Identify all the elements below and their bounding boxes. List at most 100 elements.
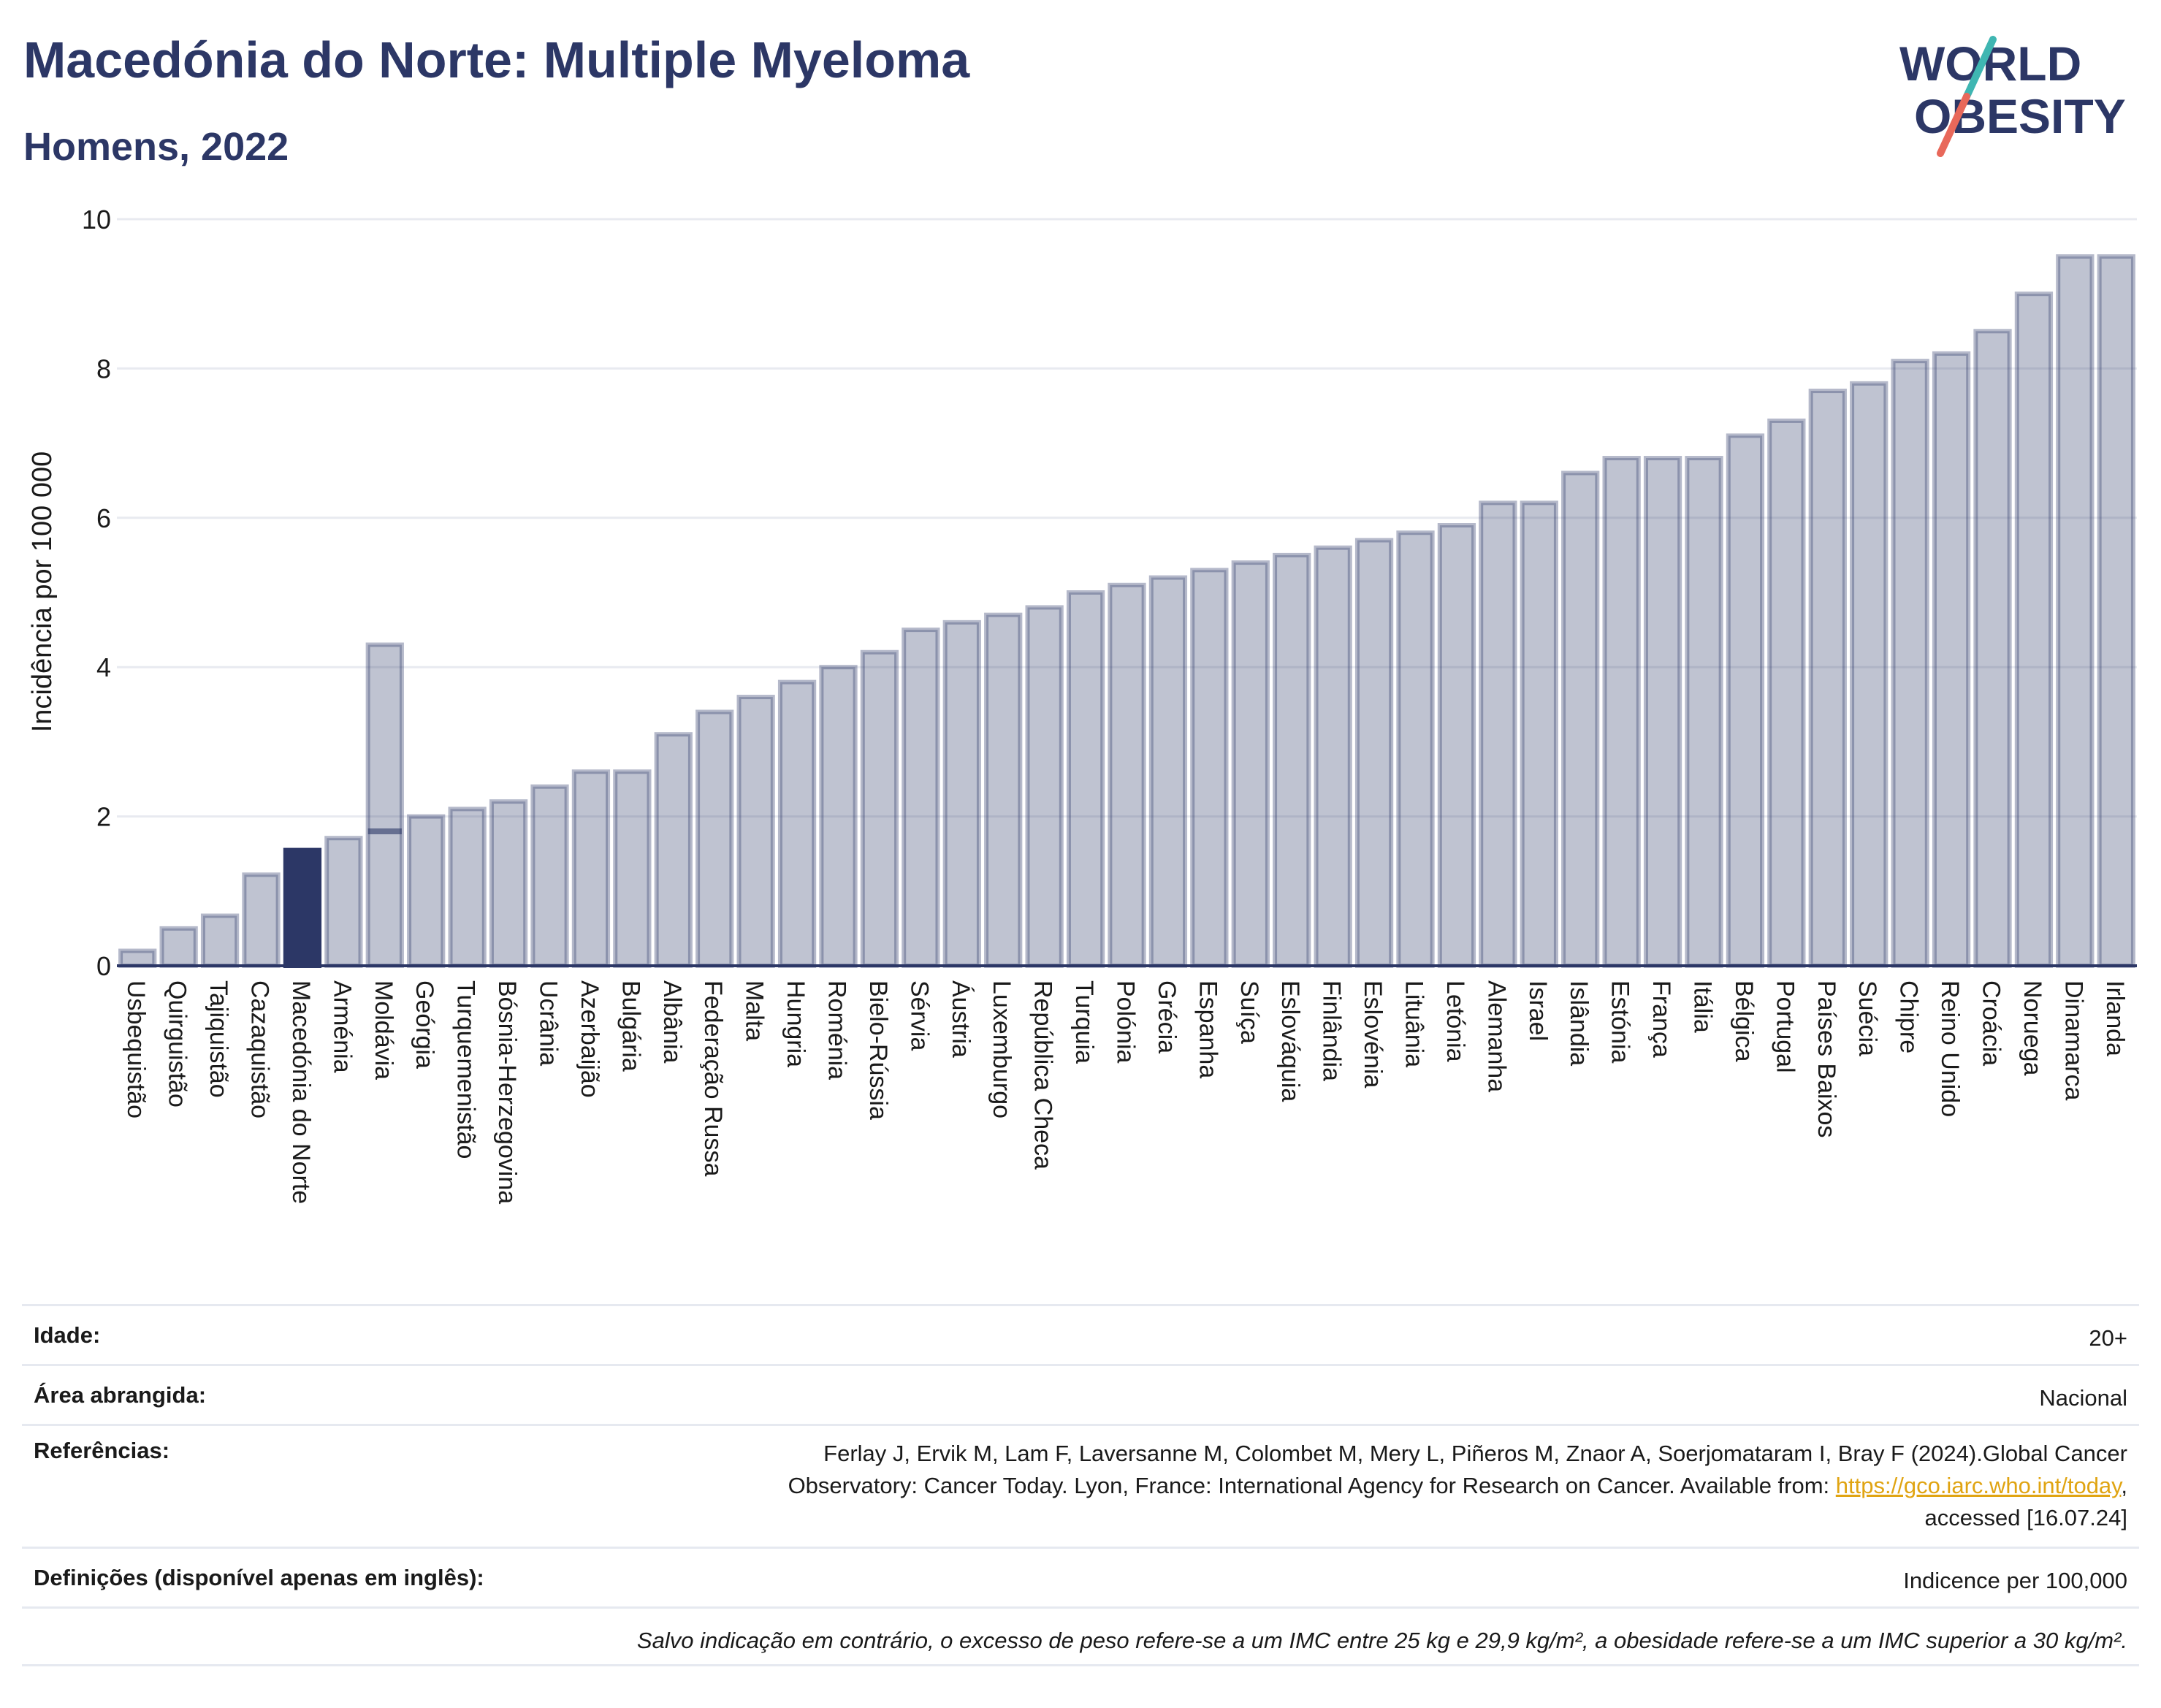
x-tick-label: Bélgica — [1730, 980, 1758, 1062]
x-tick-label: Noruega — [2019, 980, 2046, 1076]
y-tick-label: 4 — [96, 652, 111, 682]
bar — [613, 769, 652, 969]
bar — [695, 709, 734, 969]
bar — [942, 619, 981, 968]
x-tick-label: Albânia — [658, 980, 686, 1064]
x-tick-label: Croácia — [1978, 980, 2005, 1066]
x-tick-label: Irlanda — [2101, 980, 2129, 1056]
y-tick-label: 6 — [96, 503, 111, 533]
footnote: Salvo indicação em contrário, o excesso … — [636, 1628, 2127, 1653]
x-tick-label: Bulgária — [617, 980, 644, 1072]
x-tick-label: Federação Russa — [699, 980, 727, 1176]
y-tick-label: 10 — [82, 205, 111, 235]
bar — [1231, 560, 1270, 968]
x-tick-label: Cazaquistão — [246, 980, 274, 1118]
bars — [118, 254, 2135, 969]
bar — [2056, 254, 2095, 969]
bar — [2014, 291, 2054, 968]
x-tick-label: Islândia — [1565, 980, 1593, 1066]
x-tick-label: Lituânia — [1400, 980, 1428, 1067]
bar — [1561, 470, 1600, 968]
bar — [1602, 456, 1641, 968]
references-line-3: accessed [16.07.24] — [1924, 1505, 2127, 1530]
x-tick-label: Reino Unido — [1936, 980, 1964, 1117]
logo-slash-red — [1937, 93, 1970, 157]
x-tick-label: Malta — [741, 980, 769, 1041]
x-tick-label: Alemanha — [1482, 980, 1510, 1092]
x-tick-label: Usbequistão — [122, 980, 150, 1118]
bar — [530, 784, 569, 968]
references-label: Referências: — [34, 1438, 170, 1463]
x-tick-label: Bielo-Rússia — [864, 980, 892, 1120]
bar — [1190, 568, 1229, 968]
info-row-definitions: Definições (disponível apenas em inglês)… — [22, 1547, 2139, 1606]
bar — [1437, 523, 1476, 968]
x-tick-label: França — [1647, 980, 1675, 1058]
bar — [1726, 433, 1765, 968]
bar — [1066, 590, 1105, 968]
logo-slash-teal — [1963, 36, 1997, 100]
x-tick-label: Ucrânia — [535, 980, 563, 1066]
bar — [654, 732, 693, 968]
x-tick-label: Portugal — [1771, 980, 1799, 1073]
x-tick-label: Roménia — [823, 980, 851, 1080]
x-tick-label: Macedónia do Norte — [287, 980, 315, 1204]
y-tick-label: 0 — [96, 951, 111, 981]
references-link[interactable]: https://gco.iarc.who.int/today — [1835, 1473, 2122, 1498]
x-tick-label: Quirguistão — [164, 980, 191, 1107]
x-axis-tick-labels: Usbequistão Quirguistão Tajiquistão Cazaqui… — [122, 980, 2129, 1204]
x-tick-label: Hungria — [782, 980, 809, 1067]
x-tick-label: Eslovénia — [1359, 980, 1387, 1089]
info-table: Idade: 20+ Área abrangida: Nacional Refe… — [22, 1304, 2139, 1666]
bar — [324, 836, 363, 969]
x-tick-label: Eslováquia — [1276, 980, 1304, 1102]
references-line-2-end: , — [2121, 1473, 2127, 1498]
bar — [1808, 389, 1847, 968]
bar — [777, 679, 817, 968]
x-tick-label: Suécia — [1853, 980, 1881, 1056]
x-tick-label: Arménia — [328, 980, 356, 1073]
y-tick-label: 2 — [96, 802, 111, 832]
info-row-area: Área abrangida: Nacional — [22, 1364, 2139, 1424]
definitions-label: Definições (disponível apenas em inglês)… — [34, 1565, 484, 1590]
definitions-value: Indicence per 100,000 — [1903, 1568, 2127, 1593]
x-tick-label: Turquemenistão — [452, 980, 480, 1159]
x-tick-label: Turquia — [1070, 980, 1098, 1064]
bar — [1685, 456, 1723, 968]
bar — [819, 665, 858, 968]
info-row-references: Referências: Ferlay J, Ervik M, Lam F, L… — [22, 1424, 2139, 1547]
bar — [1025, 605, 1064, 968]
area-label: Área abrangida: — [34, 1382, 207, 1408]
y-tick-label: 8 — [96, 354, 111, 384]
bar — [1643, 456, 1682, 968]
bar — [1148, 575, 1188, 968]
bar — [200, 913, 240, 968]
y-axis-label: Incidência por 100 000 — [27, 451, 58, 733]
bar — [118, 948, 157, 969]
bar — [1850, 381, 1889, 968]
area-value: Nacional — [2039, 1385, 2127, 1411]
bar — [283, 847, 322, 968]
bar — [902, 628, 940, 968]
y-axis-ticks: 0 2 4 6 8 10 — [82, 205, 111, 981]
x-tick-label: Tajiquistão — [205, 980, 232, 1098]
x-tick-label: Moldávia — [370, 980, 397, 1080]
x-tick-label: Luxemburgo — [988, 980, 1015, 1118]
bar — [448, 807, 487, 968]
references-line-1: Ferlay J, Ervik M, Lam F, Laversanne M, … — [823, 1441, 2127, 1466]
x-tick-label: Itália — [1689, 980, 1717, 1033]
bar — [1273, 552, 1311, 968]
x-tick-label: Grécia — [1153, 980, 1181, 1053]
x-tick-label: Letónia — [1441, 980, 1469, 1062]
bar — [1354, 538, 1394, 968]
bar — [984, 612, 1023, 968]
page-title: Macedónia do Norte: Multiple Myeloma — [23, 31, 970, 88]
age-value: 20+ — [2089, 1325, 2127, 1351]
bar — [736, 695, 775, 969]
x-tick-label: Sérvia — [905, 980, 933, 1051]
bar — [1396, 530, 1435, 968]
bar — [159, 926, 198, 969]
bar — [1520, 500, 1558, 968]
bar — [1891, 359, 1929, 968]
x-tick-label: Geórgia — [411, 980, 438, 1069]
